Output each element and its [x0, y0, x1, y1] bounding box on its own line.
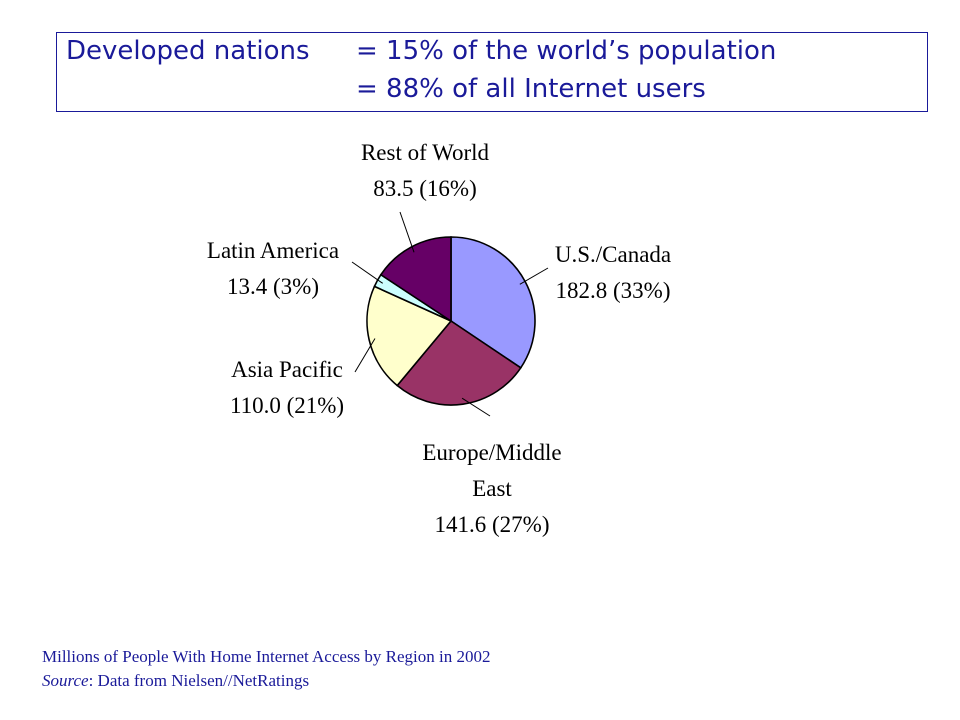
slice-value-asia-pacific: 110.0 (21%): [230, 393, 344, 418]
header-subject: Developed nations: [66, 36, 310, 66]
slice-labels: U.S./Canada 182.8 (33%) Europe/Middle East 1…: [207, 140, 671, 537]
slice-label-latin-america: Latin America: [207, 238, 339, 263]
source-text: : Data from Nielsen//NetRatings: [88, 671, 310, 690]
leader-line-asia-pacific: [354, 338, 376, 373]
header-line-2: = 88% of all Internet users: [356, 74, 706, 104]
chart-title: Millions of People With Home Internet Ac…: [42, 647, 491, 666]
slice-label-u-s-canada: U.S./Canada: [555, 242, 671, 267]
pie-slice-rest-of-world: [379, 236, 452, 323]
header-box: [56, 32, 928, 112]
leader-line-europe-middle-east: [461, 397, 491, 417]
leader-lines: [351, 211, 549, 417]
slice-value-europe-middle-east: 141.6 (27%): [435, 512, 550, 537]
slice-value-u-s-canada: 182.8 (33%): [556, 278, 671, 303]
leader-line-latin-america: [351, 261, 383, 284]
slice-label-europe-middle-east: Europe/Middle: [422, 440, 561, 465]
leader-line-u-s-canada: [519, 267, 549, 285]
source-caption: Source: Data from Nielsen//NetRatings: [42, 671, 309, 691]
pie-slice-asia-pacific: [366, 285, 453, 387]
leader-line-rest-of-world: [399, 211, 415, 253]
slice-label-europe-middle-east: East: [472, 476, 512, 501]
pie-slices: [366, 236, 536, 406]
slice-label-rest-of-world: Rest of World: [361, 140, 490, 165]
slice-value-rest-of-world: 83.5 (16%): [373, 176, 476, 201]
pie-slice-europe-middle-east: [396, 319, 522, 406]
slice-label-asia-pacific: Asia Pacific: [231, 357, 343, 382]
slice-value-latin-america: 13.4 (3%): [227, 274, 319, 299]
source-label: Source: [42, 671, 89, 690]
header-line-1: = 15% of the world’s population: [356, 36, 777, 66]
